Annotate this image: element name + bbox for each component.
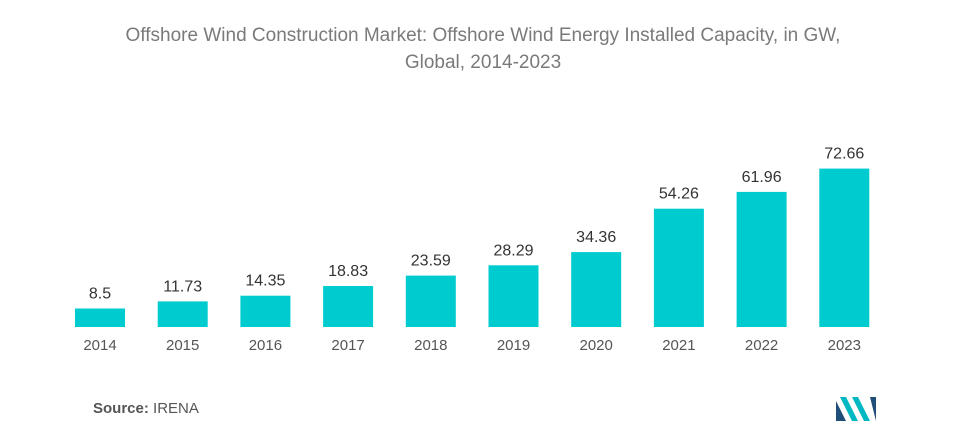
bar-2018 — [405, 275, 456, 327]
bar-2016 — [240, 295, 291, 327]
bars-group — [75, 168, 870, 327]
x-axis-tick-labels: 2014 2015 2016 2017 2018 2019 2020 2021 2022 2023 — [83, 337, 861, 354]
bar-2019 — [488, 265, 539, 327]
value-labels-group: 8.5 11.73 14.35 18.83 23.59 28.29 34.36 54.26 61… — [89, 146, 865, 303]
value-label-2016: 14.35 — [245, 273, 285, 290]
source-note: Source: IRENA — [93, 400, 199, 417]
bar-2020 — [571, 252, 622, 327]
bar-2021 — [653, 208, 704, 327]
x-tick-2023: 2023 — [828, 337, 861, 354]
x-tick-2014: 2014 — [83, 337, 116, 354]
x-tick-2021: 2021 — [662, 337, 695, 354]
x-tick-2016: 2016 — [249, 337, 282, 354]
bar-2017 — [323, 286, 374, 327]
x-tick-2022: 2022 — [745, 337, 778, 354]
value-label-2021: 54.26 — [659, 186, 699, 203]
bar-2015 — [157, 301, 208, 327]
value-label-2017: 18.83 — [328, 263, 368, 280]
x-tick-2017: 2017 — [331, 337, 364, 354]
chart-title: Offshore Wind Construction Market: Offsh… — [0, 22, 966, 76]
x-tick-2020: 2020 — [580, 337, 613, 354]
source-prefix: Source: — [93, 400, 149, 417]
chart-title-line-2: Global, 2014-2023 — [404, 52, 562, 73]
bar-2014 — [75, 308, 125, 327]
source-name: IRENA — [153, 400, 199, 417]
bar-2023 — [819, 168, 870, 327]
value-label-2023: 72.66 — [824, 146, 864, 163]
brand-logo-icon — [836, 397, 876, 421]
value-label-2015: 11.73 — [163, 278, 202, 295]
value-label-2018: 23.59 — [411, 253, 451, 270]
bar-2022 — [736, 191, 787, 327]
x-tick-2015: 2015 — [166, 337, 199, 354]
value-label-2022: 61.96 — [742, 169, 782, 186]
x-tick-2019: 2019 — [497, 337, 530, 354]
value-label-2014: 8.5 — [89, 286, 111, 303]
x-tick-2018: 2018 — [414, 337, 447, 354]
chart-title-line-1: Offshore Wind Construction Market: Offsh… — [125, 25, 841, 46]
value-label-2020: 34.36 — [576, 229, 616, 246]
value-label-2019: 28.29 — [493, 242, 533, 259]
